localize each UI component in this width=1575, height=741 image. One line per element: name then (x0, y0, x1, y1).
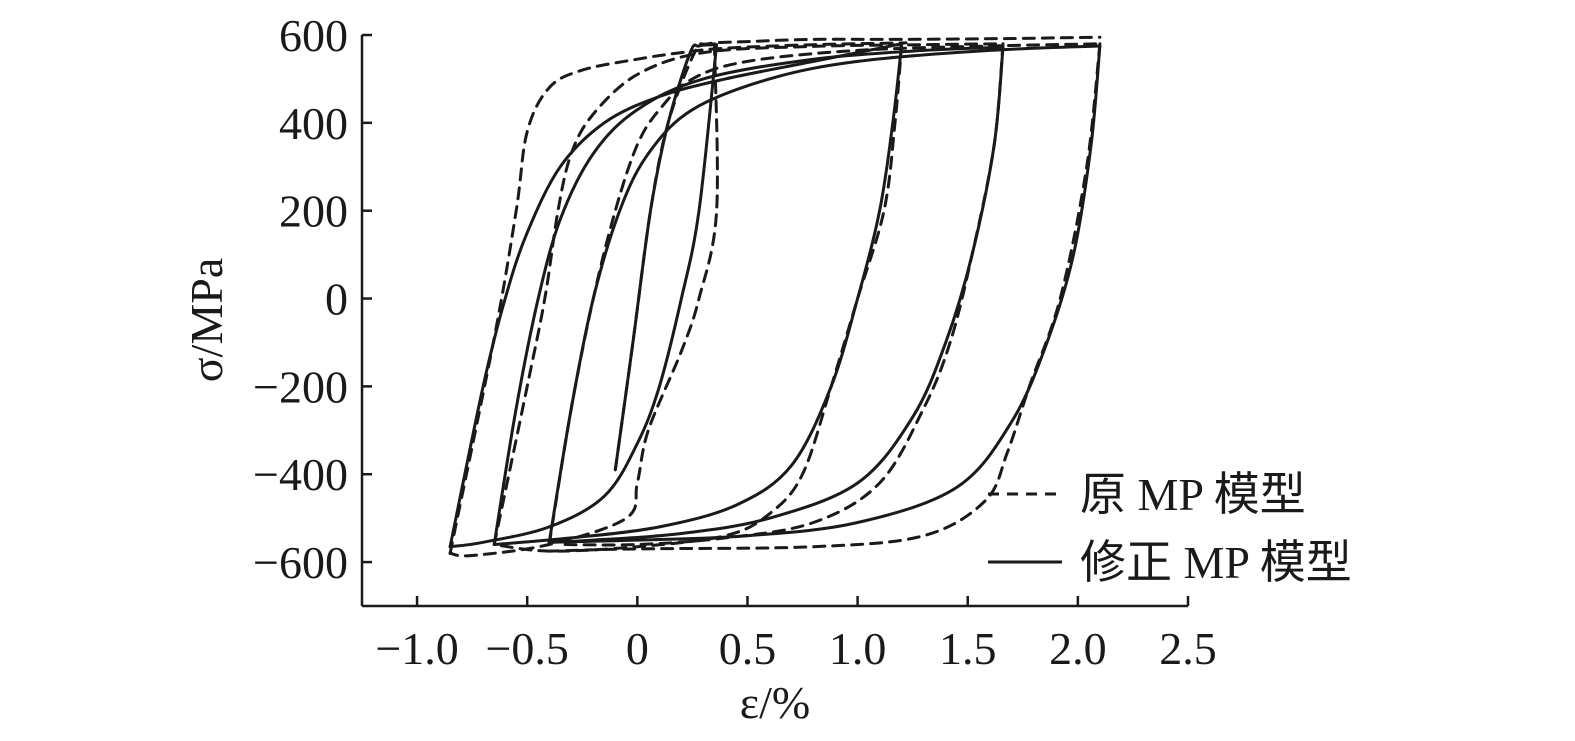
y-axis-label: σ/MPa (181, 258, 232, 382)
modified-mp-curve-segment (547, 44, 1102, 544)
legend-label-original-mp: 原 MP 模型 (1080, 469, 1306, 520)
y-tick-label: −600 (253, 537, 348, 588)
x-tick-label: −0.5 (485, 623, 568, 674)
axes (360, 35, 1188, 608)
x-tick-label: 0.5 (719, 623, 777, 674)
x-tick-label: 1.0 (829, 623, 887, 674)
series-modified-mp (448, 42, 1102, 549)
x-tick-label: 2.0 (1049, 623, 1107, 674)
x-axis-label: ε/% (740, 677, 810, 728)
series-original-mp (448, 35, 1102, 558)
legend-label-modified-mp: 修正 MP 模型 (1080, 537, 1352, 588)
modified-mp-curve-segment (448, 43, 719, 549)
x-tick-label: 0 (626, 623, 649, 674)
y-tick-label: 400 (279, 98, 348, 149)
original-mp-curve-segment (613, 35, 1102, 472)
legend: 原 MP 模型 修正 MP 模型 (988, 469, 1352, 588)
original-mp-curve-segment (448, 41, 908, 555)
y-tick-label: 200 (279, 186, 348, 237)
y-tick-label: 600 (279, 10, 348, 61)
modified-mp-curve-segment (547, 44, 1102, 544)
x-tick-label: 1.5 (939, 623, 997, 674)
modified-mp-curve-segment (492, 42, 904, 546)
original-mp-curve-segment (492, 42, 1005, 546)
original-mp-curve-segment (547, 42, 1102, 546)
original-mp-curve-segment (547, 42, 1102, 553)
plot-area (448, 35, 1102, 558)
ticks: −1.0 −0.5 0 0.5 1.0 1.5 2.0 2.5 600 400 200 0 −200 −4… (253, 10, 1217, 674)
y-tick-label: −200 (253, 361, 348, 412)
modified-mp-curve-segment (547, 45, 1005, 544)
x-tick-label: −1.0 (375, 623, 458, 674)
y-tick-label: 0 (325, 274, 348, 325)
x-tick-label: 2.5 (1159, 623, 1217, 674)
original-mp-curve-segment (492, 42, 904, 553)
y-tick-label: −400 (253, 449, 348, 500)
modified-mp-curve-segment (613, 43, 719, 472)
modified-mp-curve-segment (448, 42, 904, 549)
modified-mp-curve-segment (492, 45, 1005, 546)
